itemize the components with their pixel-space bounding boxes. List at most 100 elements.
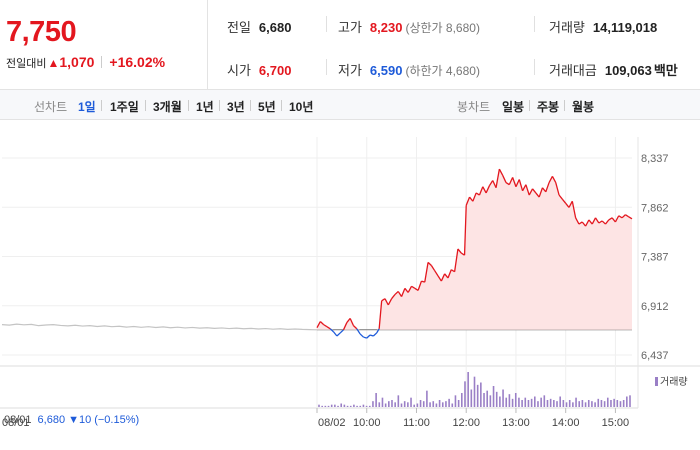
trade-value-cell: 거래대금 109,063 백만 — [549, 60, 678, 79]
volume-bar — [476, 384, 479, 407]
volume-bar — [622, 400, 625, 407]
volume-bar — [581, 400, 584, 407]
price-line-segment — [407, 285, 413, 293]
volume-bar — [559, 396, 561, 407]
price-line-segment — [608, 217, 613, 221]
price-line-segment — [591, 217, 597, 225]
price-chart[interactable]: 8,337 7,862 7,387 6,912 6,437 08/01 08/02 10:00… — [0, 121, 700, 450]
period-1w[interactable]: 1주일 — [110, 100, 139, 114]
price-line-segment — [346, 317, 351, 323]
candle-monthly[interactable]: 월봉 — [572, 100, 595, 114]
prev-day-line — [1, 323, 318, 331]
price-line-segment — [611, 217, 616, 223]
volume-bar — [533, 396, 536, 407]
price-line-segment — [618, 215, 623, 219]
volume-bar — [610, 400, 612, 407]
x-tick-label: 14:00 — [552, 417, 580, 429]
volume-bar — [419, 400, 422, 407]
volume-bar — [597, 398, 600, 407]
price-line-segment — [551, 176, 557, 183]
x-tick-label: 08/01 — [2, 417, 30, 429]
period-1y[interactable]: 1년 — [196, 100, 214, 114]
upper-limit: (상한가 8,680) — [405, 21, 480, 35]
volume-bar — [334, 404, 336, 407]
price-line-segment — [444, 273, 449, 279]
volume-bar — [400, 403, 403, 407]
prev-day-change-pct: (−0.15%) — [94, 414, 140, 426]
volume-bar — [537, 401, 539, 407]
volume-bar — [461, 393, 463, 407]
price-line-segment — [565, 202, 570, 208]
volume-bar — [527, 400, 530, 407]
volume-bar — [457, 400, 460, 407]
divider — [101, 100, 102, 111]
prev-close-label: 전일 — [227, 20, 251, 35]
trade-value-label: 거래대금 — [549, 63, 597, 78]
volume-bar — [524, 397, 527, 407]
volume-bar — [556, 401, 558, 407]
price-area-fill — [317, 169, 632, 330]
volume-bar — [454, 395, 457, 407]
period-3m[interactable]: 3개월 — [153, 100, 182, 114]
y-tick-label: 7,387 — [641, 252, 669, 264]
price-line-segment — [575, 217, 580, 225]
volume-bar — [549, 398, 552, 407]
price-line-segment — [598, 220, 603, 224]
volume-value: 14,119,018 — [592, 20, 658, 35]
price-line-segment — [535, 192, 540, 198]
change-row: 전일대비▲1,070 +16.02% — [6, 54, 165, 71]
price-line-segment — [356, 328, 361, 335]
price-line-segment — [349, 318, 355, 326]
period-10y[interactable]: 10년 — [289, 100, 314, 114]
price-line-segment — [453, 248, 459, 272]
price-box: 7,750 전일대비▲1,070 +16.02% — [0, 0, 208, 90]
volume-bar — [429, 402, 431, 407]
volume-bar — [518, 397, 520, 407]
volume-bar — [495, 391, 498, 407]
volume-bar — [584, 402, 587, 407]
high-cell: 고가 8,230 (상한가 8,680) — [338, 17, 480, 36]
volume-bar — [568, 400, 571, 407]
price-line-segment — [512, 177, 517, 187]
open-value: 6,700 — [258, 63, 292, 78]
volume-bar — [422, 401, 425, 407]
price-line-segment — [363, 336, 367, 339]
volume-bar — [330, 404, 333, 407]
candle-weekly[interactable]: 주봉 — [537, 100, 560, 114]
volume-bar — [502, 389, 504, 407]
candle-daily[interactable]: 일봉 — [502, 100, 525, 114]
volume-bar — [372, 401, 374, 407]
price-line-segment — [400, 288, 406, 297]
divider — [101, 56, 103, 68]
volume-bar — [629, 395, 631, 407]
price-line-segment — [545, 182, 550, 193]
volume-bar — [480, 382, 482, 407]
volume-bar — [448, 398, 450, 407]
x-tick-label: 13:00 — [502, 417, 530, 429]
volume-bar — [378, 402, 381, 407]
volume-bar — [388, 401, 390, 407]
period-3y[interactable]: 3년 — [227, 100, 245, 114]
volume-bar — [600, 400, 603, 407]
volume-bar — [426, 390, 428, 407]
price-line-segment — [447, 269, 452, 279]
volume-bar — [324, 405, 327, 407]
volume-bar — [546, 400, 549, 407]
period-1d[interactable]: 1일 — [78, 100, 96, 114]
price-line-segment — [404, 287, 409, 293]
price-line-segment — [518, 179, 524, 192]
price-line-segment — [369, 334, 374, 337]
price-line-segment — [323, 324, 328, 328]
price-line-segment — [353, 325, 358, 330]
price-line-segment — [502, 175, 507, 183]
volume-bar — [470, 389, 473, 407]
price-line-segment — [588, 219, 593, 225]
volume-bar — [394, 402, 396, 407]
divider — [529, 100, 530, 111]
period-5y[interactable]: 5년 — [258, 100, 276, 114]
volume-bar — [365, 405, 368, 407]
current-price: 7,750 — [6, 16, 77, 48]
prev-close-cell: 전일 6,680 — [227, 17, 291, 36]
price-line-segment — [366, 334, 371, 339]
price-line-segment — [561, 198, 567, 204]
